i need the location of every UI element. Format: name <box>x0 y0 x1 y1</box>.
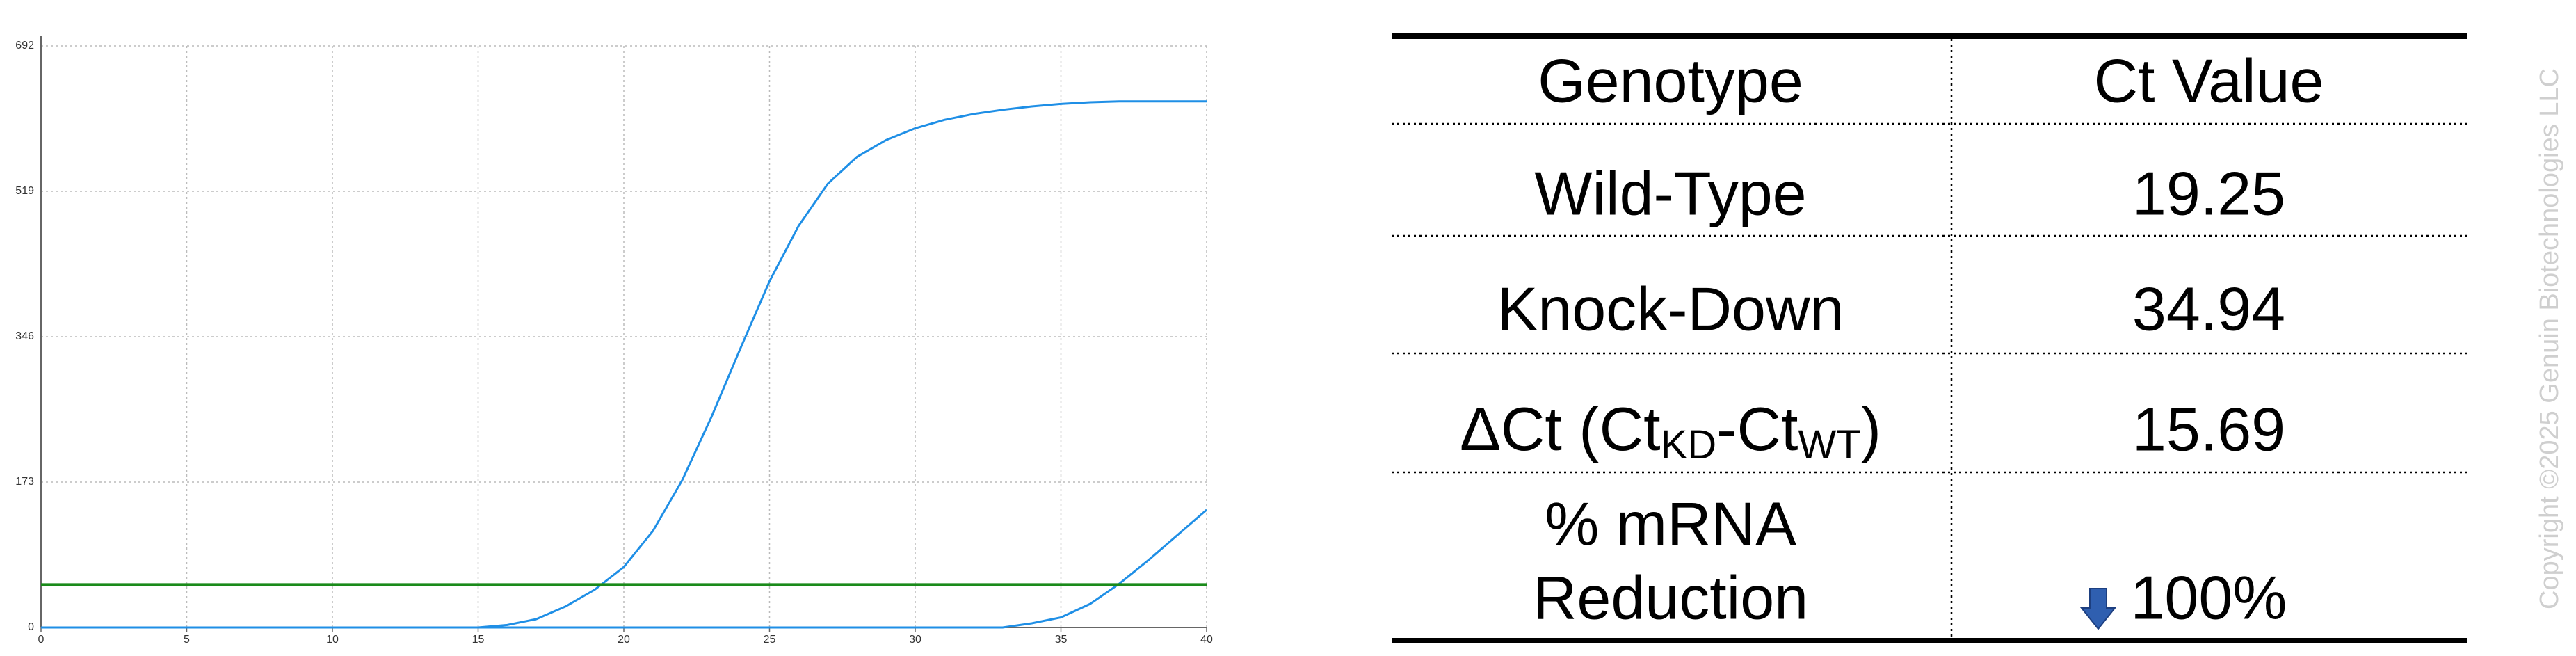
subscript: KD <box>1661 422 1717 467</box>
y-tick-label: 173 <box>15 476 34 488</box>
y-tick-label: 519 <box>15 185 34 197</box>
table-cell: 15.69 <box>2132 394 2285 463</box>
cell-text: -Ct <box>1716 394 1798 463</box>
down-arrow-icon <box>2079 588 2117 630</box>
subscript: WT <box>1798 422 1860 467</box>
x-tick-label: 35 <box>1055 634 1068 646</box>
table-cell: Reduction <box>1533 563 1808 632</box>
table-cell: Wild-Type <box>1534 159 1806 227</box>
table-cell: Knock-Down <box>1497 274 1844 343</box>
y-tick-label: 346 <box>15 330 34 342</box>
cell-text: ΔCt (Ct <box>1460 394 1661 463</box>
table-cell: 34.94 <box>2132 274 2285 343</box>
x-tick-label: 40 <box>1200 634 1213 646</box>
y-tick-label: 0 <box>28 621 34 633</box>
watermark: Copyright ©2025 Genuin Biotechnologies L… <box>2535 68 2564 609</box>
amplification-curve <box>41 509 1207 629</box>
x-tick-label: 5 <box>184 634 190 646</box>
x-tick-label: 25 <box>764 634 776 646</box>
x-tick-label: 10 <box>326 634 339 646</box>
header-cell: Genotype <box>1538 46 1803 115</box>
header-cell: Ct Value <box>2094 46 2324 115</box>
x-tick-label: 15 <box>472 634 485 646</box>
x-tick-label: 30 <box>909 634 921 646</box>
table-cell: ΔCt (CtKD-CtWT) <box>1460 394 1881 467</box>
y-tick-label: 692 <box>15 40 34 51</box>
table-cell: 100% <box>2130 563 2287 632</box>
x-tick-label: 20 <box>618 634 630 646</box>
cell-text: ) <box>1861 394 1881 463</box>
chart: 0 173 346 519 692 0 5 10 15 20 25 30 35 40 <box>15 36 1213 646</box>
table-cell: % mRNA <box>1545 489 1796 558</box>
x-tick-label: 0 <box>38 634 45 646</box>
table-cell: 19.25 <box>2132 159 2285 227</box>
